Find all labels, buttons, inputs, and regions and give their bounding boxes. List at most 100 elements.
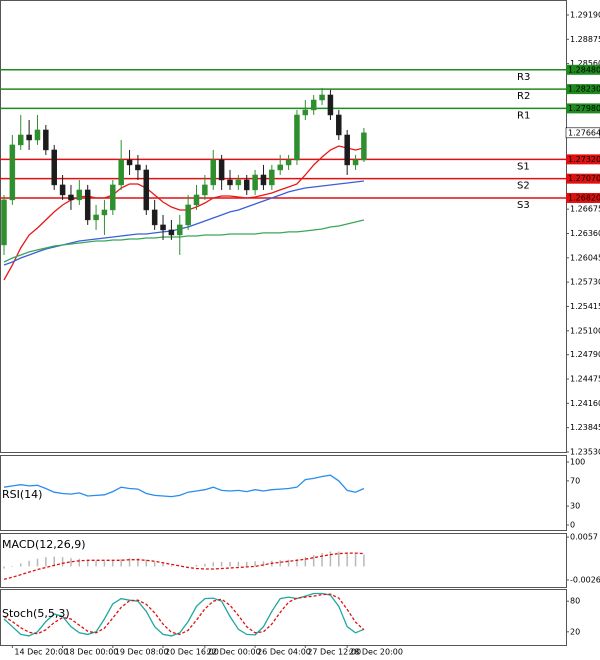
x-tick-label: 27 Dec 12:00 <box>307 648 361 657</box>
level-name: R3 <box>517 72 530 83</box>
stoch-panel-frame <box>0 589 567 646</box>
y-tick-label: 0.0057 <box>570 533 598 542</box>
level-price-box <box>566 192 600 203</box>
moving-average <box>3 219 365 263</box>
candle-body <box>260 174 267 186</box>
y-tick-label: 1.29190 <box>570 10 600 19</box>
candle-body <box>310 99 317 111</box>
level-price-label: 1.27070 <box>568 174 600 183</box>
stoch-title: Stoch(5,5,3) <box>2 607 70 620</box>
level-price-box <box>566 103 600 114</box>
candle-body <box>68 194 74 201</box>
y-tick-label: 1.25415 <box>570 302 600 311</box>
y-tick-label: 1.25730 <box>570 278 600 287</box>
candle-body <box>285 159 292 166</box>
level-price-label: 1.26820 <box>568 193 600 202</box>
rsi-panel-frame <box>0 455 567 531</box>
y-tick-label: -0.00262 <box>570 575 600 584</box>
macd-signal <box>3 552 364 580</box>
y-tick-label: 1.26360 <box>570 229 600 238</box>
level-price-box <box>566 173 600 184</box>
y-tick-label: 1.28560 <box>570 59 600 68</box>
y-tick-label: 80 <box>570 597 580 606</box>
candle-body <box>319 94 325 101</box>
macd-panel-frame <box>0 533 567 588</box>
y-tick-label: 1.24790 <box>570 350 600 359</box>
level-name: S1 <box>517 161 530 172</box>
candle-body <box>177 224 183 236</box>
candle-body <box>269 169 275 186</box>
candle-body <box>126 159 133 166</box>
candle-body <box>277 164 283 171</box>
moving-average <box>3 145 365 281</box>
y-tick-label: 1.26045 <box>570 253 600 262</box>
plot-layer: 1.29190 1.28875 1.28560 1.26675 1.26360 1.260… <box>0 10 600 657</box>
level-price-box <box>566 64 600 75</box>
candle-body <box>227 179 233 186</box>
y-tick-label: 1.25100 <box>570 326 600 335</box>
candle-body <box>344 134 350 166</box>
candle-body <box>235 179 242 186</box>
candle-body <box>193 194 200 206</box>
candle-body <box>352 159 359 166</box>
candle-body <box>43 129 49 151</box>
candle-body <box>160 224 166 231</box>
level-price-label: 1.27980 <box>568 104 600 113</box>
level-price-box <box>566 154 600 165</box>
candle-body <box>59 184 66 196</box>
candle-body <box>336 114 342 136</box>
x-tick-label: 26 Dec 04:00 <box>257 648 311 657</box>
level-name: S3 <box>517 200 530 211</box>
candle-body <box>327 94 334 116</box>
indicator-line <box>3 592 365 637</box>
level-price-label: 1.28480 <box>568 65 600 74</box>
candle-body <box>243 179 250 191</box>
candle-body <box>302 109 309 116</box>
candle-body <box>185 204 191 226</box>
candle-body <box>17 134 24 146</box>
level-name: R1 <box>517 110 530 121</box>
level-price-box <box>566 84 600 95</box>
candle-body <box>118 159 124 186</box>
candle-body <box>210 159 216 186</box>
level-name: R2 <box>517 91 530 102</box>
x-tick-label: 28 Dec 20:00 <box>349 648 403 657</box>
candle-body <box>294 114 300 161</box>
y-tick-label: 1.23530 <box>570 448 600 457</box>
y-tick-label: 20 <box>570 627 580 636</box>
indicator-line <box>3 474 365 498</box>
y-tick-label: 100 <box>570 458 585 467</box>
candle-body <box>9 144 16 201</box>
y-tick-label: 1.23845 <box>570 423 600 432</box>
candle-body <box>143 169 150 211</box>
x-tick-label: 22 Dec 00:00 <box>207 648 261 657</box>
y-tick-label: 1.24475 <box>570 375 600 384</box>
candle-body <box>51 149 57 186</box>
y-tick-label: 70 <box>570 476 580 485</box>
x-tick-label: 20 Dec 16:00 <box>165 648 219 657</box>
candle-body <box>76 189 83 201</box>
candle-body <box>361 132 367 161</box>
candle-body <box>1 199 7 246</box>
y-tick-label: 1.28875 <box>570 35 600 44</box>
last-price-label: 1.27664 <box>568 128 600 137</box>
y-tick-label: 30 <box>570 502 580 511</box>
candle-body <box>151 209 158 226</box>
candle-body <box>110 184 116 211</box>
candle-body <box>168 229 175 236</box>
candle-body <box>252 174 258 191</box>
main-panel-frame <box>0 0 567 453</box>
candle-body <box>84 189 91 221</box>
macd-title: MACD(12,26,9) <box>2 538 86 551</box>
level-price-label: 1.27320 <box>568 155 600 164</box>
x-tick-label: 18 Dec 00:00 <box>65 648 119 657</box>
indicator-line <box>3 593 365 636</box>
candle-body <box>34 129 41 141</box>
candle-body <box>26 134 32 141</box>
candle-body <box>202 184 208 196</box>
candle-body <box>93 214 99 221</box>
level-price-label: 1.28230 <box>568 85 600 94</box>
x-tick-label: 14 Dec 20:00 <box>14 648 68 657</box>
